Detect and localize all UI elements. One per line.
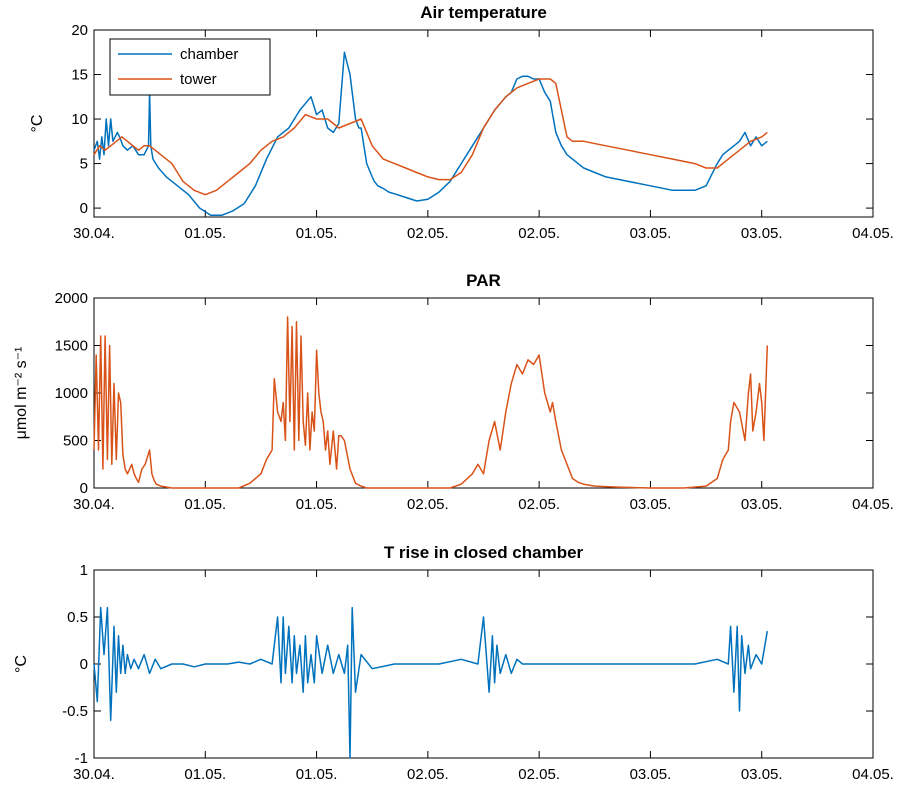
x-tick-label-1-5: 03.05.: [630, 225, 672, 242]
y-tick-label-2-2: 1000: [55, 385, 88, 402]
chart-title-2: PAR: [466, 271, 501, 290]
x-tick-label-2-7: 04.05.: [852, 496, 894, 513]
x-tick-label-1-0: 30.04.: [73, 225, 115, 242]
x-tick-label-3-0: 30.04.: [73, 766, 115, 783]
x-tick-label-2-2: 01.05.: [296, 496, 338, 513]
series-line-2-series-1: [93, 316, 769, 489]
y-axis-label-2: μmol m⁻² s⁻¹: [13, 347, 30, 440]
chart-title-3: T rise in closed chamber: [384, 543, 584, 562]
y-axis-label-1: °C: [29, 115, 46, 133]
y-tick-label-3-4: 1: [80, 562, 88, 579]
x-tick-label-3-1: 01.05.: [184, 766, 226, 783]
y-tick-label-2-1: 500: [63, 433, 88, 450]
x-tick-label-1-4: 02.05.: [518, 225, 560, 242]
y-tick-label-3-2: 0: [80, 656, 88, 673]
x-tick-label-2-1: 01.05.: [184, 496, 226, 513]
y-tick-label-3-0: -1: [75, 750, 88, 767]
y-tick-label-1-0: 0: [80, 200, 88, 217]
y-tick-label-1-2: 10: [71, 111, 88, 128]
plot-area-2: [93, 297, 874, 489]
legend-label-tower: tower: [180, 71, 217, 88]
y-tick-label-1-1: 5: [80, 156, 88, 173]
y-tick-label-1-3: 15: [71, 67, 88, 84]
y-tick-label-3-1: -0.5: [62, 703, 88, 720]
x-tick-label-2-3: 02.05.: [407, 496, 449, 513]
y-tick-label-2-3: 1500: [55, 338, 88, 355]
legend-label-chamber: chamber: [180, 46, 238, 63]
series-line-3-series-1: [93, 606, 769, 759]
chart-title-1: Air temperature: [420, 3, 547, 22]
y-axis-label-3: °C: [13, 655, 30, 673]
x-tick-label-2-4: 02.05.: [518, 496, 560, 513]
x-tick-label-2-6: 03.05.: [741, 496, 783, 513]
x-tick-label-3-2: 01.05.: [296, 766, 338, 783]
x-tick-label-2-5: 03.05.: [630, 496, 672, 513]
series-line-1-tower: [93, 78, 768, 196]
x-tick-label-1-6: 03.05.: [741, 225, 783, 242]
y-tick-label-2-0: 0: [80, 480, 88, 497]
y-tick-label-2-4: 2000: [55, 290, 88, 307]
y-tick-label-3-3: 0.5: [67, 609, 88, 626]
x-tick-label-3-6: 03.05.: [741, 766, 783, 783]
x-tick-label-1-7: 04.05.: [852, 225, 894, 242]
y-tick-label-1-4: 20: [71, 22, 88, 39]
x-tick-label-1-2: 01.05.: [296, 225, 338, 242]
x-tick-label-2-0: 30.04.: [73, 496, 115, 513]
legend-box: [109, 38, 271, 96]
series-line-1-chamber: [93, 51, 768, 216]
x-tick-label-3-5: 03.05.: [630, 766, 672, 783]
x-tick-label-3-4: 02.05.: [518, 766, 560, 783]
x-tick-label-1-1: 01.05.: [184, 225, 226, 242]
x-tick-label-3-7: 04.05.: [852, 766, 894, 783]
x-tick-label-1-3: 02.05.: [407, 225, 449, 242]
x-tick-label-3-3: 02.05.: [407, 766, 449, 783]
